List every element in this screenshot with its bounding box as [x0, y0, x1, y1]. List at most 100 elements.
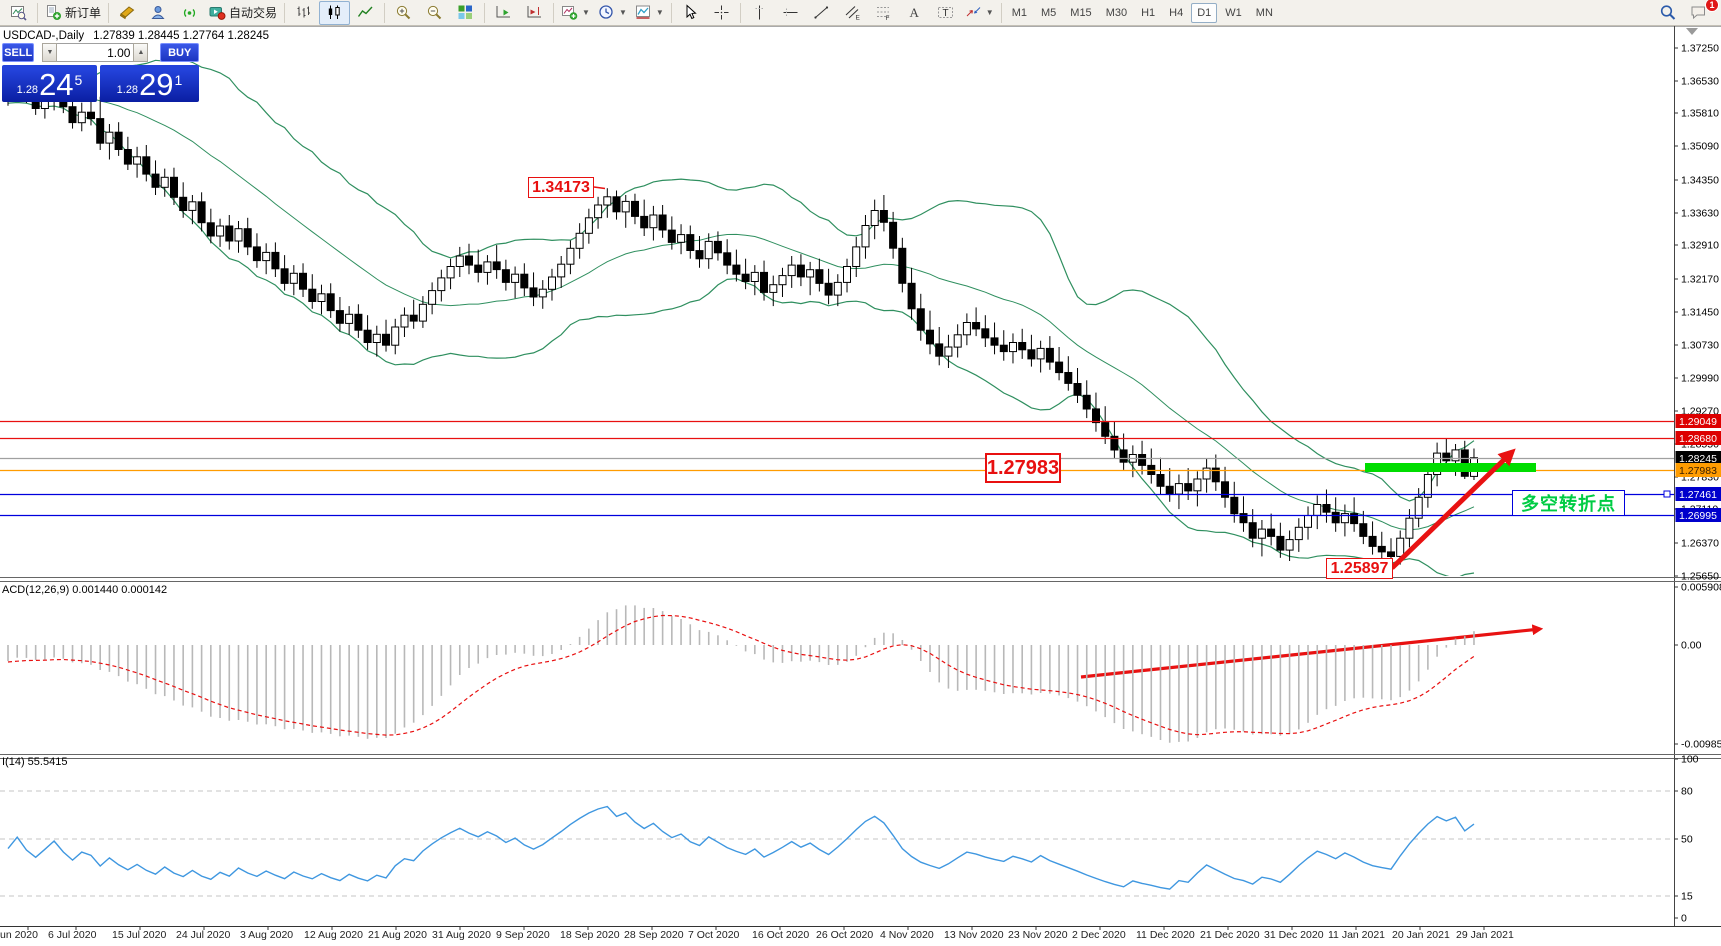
candle: [548, 276, 556, 290]
candle: [96, 118, 105, 144]
candle: [437, 277, 446, 292]
candle: [760, 271, 768, 293]
gold-icon: [119, 6, 135, 20]
timeframe-m1-button[interactable]: M1: [1011, 6, 1027, 19]
timeframe-m30-button[interactable]: M30: [1105, 6, 1128, 19]
candle: [1110, 435, 1119, 451]
autoscroll-icon: [496, 6, 511, 18]
svg-text:1.33630: 1.33630: [1681, 208, 1719, 220]
green-highlight-bar[interactable]: [1365, 463, 1536, 472]
sell-price-button[interactable]: 1.28 24 5: [2, 65, 97, 102]
periods-button[interactable]: ▼: [594, 1, 631, 25]
timeframe-w1-button[interactable]: W1: [1225, 6, 1242, 19]
buy-price-button[interactable]: 1.28 29 1: [100, 65, 199, 102]
candle: [1442, 452, 1451, 462]
candle: [299, 272, 307, 290]
callout-connector: [593, 186, 606, 190]
signals-button[interactable]: [174, 1, 205, 25]
line-handle[interactable]: [1663, 490, 1671, 498]
price-trend-arrow[interactable]: [1390, 448, 1516, 570]
timeframe-d1-button[interactable]: D1: [1191, 2, 1218, 23]
person-icon: [151, 6, 165, 19]
sell-price-main: 24: [39, 67, 74, 102]
bar-chart-button[interactable]: [288, 1, 319, 25]
volume-input[interactable]: [57, 43, 134, 62]
price-tag: [1675, 487, 1721, 501]
candle: [594, 204, 603, 219]
chart-shift-button[interactable]: [519, 1, 550, 25]
candle: [1101, 422, 1110, 437]
svg-text:13 Nov 2020: 13 Nov 2020: [944, 929, 1004, 941]
volume-increase-button[interactable]: ▲: [133, 43, 149, 62]
candle: [529, 287, 538, 298]
buy-button[interactable]: BUY: [160, 43, 199, 62]
timeframe-h4-button[interactable]: H4: [1169, 6, 1184, 19]
volume-decrease-button[interactable]: ▼: [42, 43, 58, 62]
bollinger-upper-band: [7, 58, 1475, 502]
macd-trend-arrow[interactable]: [1080, 624, 1544, 679]
horizontal-line-button[interactable]: [775, 1, 806, 25]
candle: [1045, 347, 1054, 363]
low-price-callout[interactable]: 1.25897: [1326, 558, 1393, 579]
candle: [677, 234, 686, 243]
search-button[interactable]: [1652, 1, 1683, 25]
svg-text:11 Dec 2020: 11 Dec 2020: [1136, 929, 1195, 941]
auto-scroll-button[interactable]: [488, 1, 519, 25]
candle: [1138, 454, 1147, 466]
timeframe-m5-button[interactable]: M5: [1041, 6, 1057, 19]
support-price-text: 1.27983: [986, 456, 1060, 479]
svg-text:4 Nov 2020: 4 Nov 2020: [880, 929, 934, 941]
chat-button[interactable]: 1: [1683, 0, 1719, 25]
navigator-button[interactable]: [143, 1, 174, 25]
candle: [363, 329, 372, 344]
candle: [713, 240, 722, 254]
candle-chart-button[interactable]: [319, 0, 351, 25]
candle: [898, 247, 907, 284]
candle: [252, 246, 261, 262]
notification-badge: 1: [1705, 0, 1719, 12]
zoom-out-button[interactable]: [419, 1, 450, 25]
chart-preview-button[interactable]: [3, 1, 34, 25]
text-label-button[interactable]: T: [930, 1, 961, 25]
fibonacci-button[interactable]: F: [868, 1, 899, 25]
candle: [501, 269, 510, 283]
timeframe-h1-button[interactable]: H1: [1141, 6, 1156, 19]
market-watch-button[interactable]: [112, 1, 143, 25]
svg-text:12 Aug 2020: 12 Aug 2020: [304, 929, 363, 941]
candle: [1174, 483, 1183, 495]
pivot-note[interactable]: 多空转折点: [1512, 490, 1625, 516]
svg-text:1.34350: 1.34350: [1681, 175, 1719, 187]
tile-windows-button[interactable]: [450, 1, 481, 25]
autotrading-button[interactable]: 自动交易: [205, 1, 281, 25]
candle: [1018, 342, 1027, 351]
candle: [944, 346, 953, 357]
zoom-in-button[interactable]: [388, 1, 419, 25]
candle: [1257, 528, 1266, 539]
candle: [1092, 408, 1100, 424]
candle: [1359, 523, 1368, 537]
text-button[interactable]: A: [899, 1, 930, 25]
equidistant-channel-button[interactable]: E: [837, 1, 868, 25]
high-price-callout[interactable]: 1.34173: [528, 177, 594, 198]
candle: [538, 288, 547, 298]
cursor-button[interactable]: [675, 1, 706, 25]
candle: [843, 266, 851, 283]
arrows-button[interactable]: ▼: [961, 1, 998, 25]
support-price-callout[interactable]: 1.27983: [985, 453, 1061, 483]
candle: [861, 225, 870, 248]
vertical-line-button[interactable]: [744, 1, 775, 25]
sell-button[interactable]: SELL: [2, 43, 35, 62]
candle: [206, 222, 215, 237]
svg-text:1.26370: 1.26370: [1681, 538, 1719, 550]
timeframe-mn-button[interactable]: MN: [1255, 6, 1273, 19]
indicators-list-button[interactable]: ▼: [557, 1, 594, 25]
line-chart-button[interactable]: [350, 1, 381, 25]
svg-text:1.35810: 1.35810: [1681, 108, 1719, 120]
timeframe-m15-button[interactable]: M15: [1070, 6, 1092, 19]
svg-text:A: A: [909, 5, 919, 20]
templates-button[interactable]: ▼: [631, 1, 668, 25]
crosshair-button[interactable]: [706, 1, 737, 25]
chart-shift-marker[interactable]: [1686, 28, 1698, 35]
new-order-button[interactable]: 新订单: [41, 1, 105, 25]
trendline-button[interactable]: [806, 1, 837, 25]
